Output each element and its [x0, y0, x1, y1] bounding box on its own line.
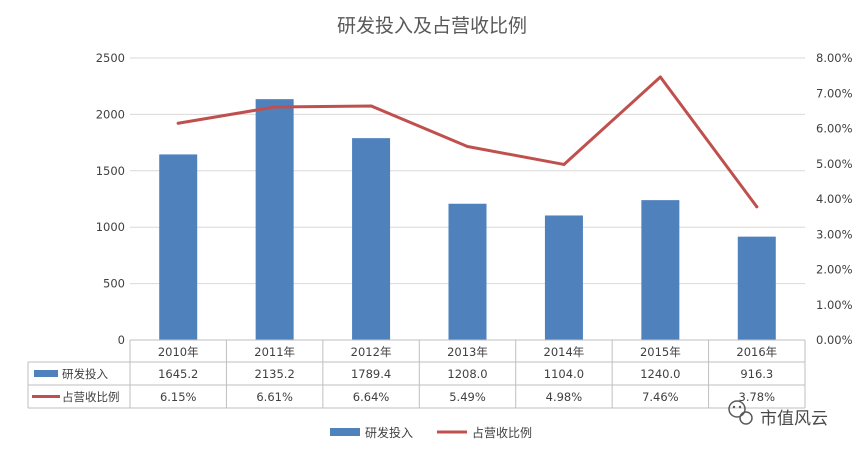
- y-left-tick-label: 1000: [96, 220, 125, 234]
- y-right-tick-label: 6.00%: [816, 122, 853, 136]
- x-tick-label: 2010年: [158, 345, 199, 359]
- line-point: [658, 75, 662, 79]
- table-cell: 5.49%: [449, 390, 486, 404]
- y-left-tick-label: 500: [103, 277, 125, 291]
- table-cell: 6.64%: [353, 390, 390, 404]
- table-cell: 1104.0: [544, 367, 584, 381]
- line-point: [176, 121, 180, 125]
- x-tick-label: 2014年: [544, 345, 585, 359]
- y-left-tick-label: 1500: [96, 164, 125, 178]
- table-row-label: 占营收比例: [62, 390, 120, 404]
- data-table: 2010年 2011年 2012年 2013年 2014年 2015年 2016年研发投入占…: [27, 339, 806, 409]
- table-cell: 6.15%: [160, 390, 197, 404]
- legend-label: 占营收比例: [472, 425, 532, 440]
- line-point: [369, 104, 373, 108]
- y-right-tick-label: 8.00%: [816, 51, 853, 65]
- y-right-tick-label: 1.00%: [816, 298, 853, 312]
- bar: [737, 236, 776, 340]
- y-right-tick-label: 3.00%: [816, 227, 853, 241]
- table-cell: 7.46%: [642, 390, 679, 404]
- table-cell: 1645.2: [158, 367, 198, 381]
- legend: 研发投入 占营收比例: [330, 425, 532, 440]
- table-legend-swatch-bar: [34, 370, 58, 377]
- y-right-tick-label: 7.00%: [816, 86, 853, 100]
- x-tick-label: 2012年: [351, 345, 392, 359]
- bar-series: [159, 99, 776, 340]
- table-cell: 2135.2: [255, 367, 295, 381]
- table-row-label: 研发投入: [62, 367, 108, 381]
- right-axis: 0.00% 1.00% 2.00% 3.00% 4.00% 5.00% 6.00% 7.00%…: [816, 51, 853, 347]
- watermark: 市值风云: [728, 400, 828, 429]
- line-point: [466, 144, 469, 148]
- line-point: [755, 205, 759, 209]
- bar: [255, 99, 294, 340]
- table-cell: 3.78%: [739, 390, 776, 404]
- x-tick-label: 2011年: [254, 345, 295, 359]
- bar: [641, 200, 680, 340]
- x-tick-label: 2013年: [447, 345, 488, 359]
- wechat-icon: [728, 400, 753, 425]
- table-cell: 916.3: [740, 367, 773, 381]
- chart-title: 研发投入及占营收比例: [337, 15, 527, 37]
- bar: [448, 203, 487, 340]
- y-right-tick-label: 2.00%: [816, 263, 853, 277]
- table-cell: 1208.0: [447, 367, 487, 381]
- table-cell: 6.61%: [256, 390, 293, 404]
- table-cell: 1240.0: [640, 367, 680, 381]
- left-axis: 0 500 1000 1500 2000 2500: [96, 51, 125, 347]
- line-series: [176, 75, 759, 209]
- bar: [352, 138, 391, 340]
- x-tick-label: 2016年: [736, 345, 777, 359]
- table-cell: 1789.4: [351, 367, 391, 381]
- y-left-tick-label: 2000: [96, 107, 125, 121]
- x-tick-label: 2015年: [640, 345, 681, 359]
- legend-label: 研发投入: [365, 425, 413, 440]
- y-right-tick-label: 0.00%: [816, 333, 853, 347]
- bar: [159, 154, 198, 340]
- legend-swatch-bar: [330, 428, 360, 436]
- table-cell: 4.98%: [546, 390, 583, 404]
- line-point: [562, 162, 566, 166]
- y-left-tick-label: 2500: [96, 51, 125, 65]
- watermark-text: 市值风云: [760, 409, 828, 429]
- bar: [544, 215, 583, 340]
- y-right-tick-label: 4.00%: [816, 192, 853, 206]
- y-right-tick-label: 5.00%: [816, 157, 853, 171]
- y-left-tick-label: 0: [118, 333, 125, 347]
- line-point: [273, 105, 277, 109]
